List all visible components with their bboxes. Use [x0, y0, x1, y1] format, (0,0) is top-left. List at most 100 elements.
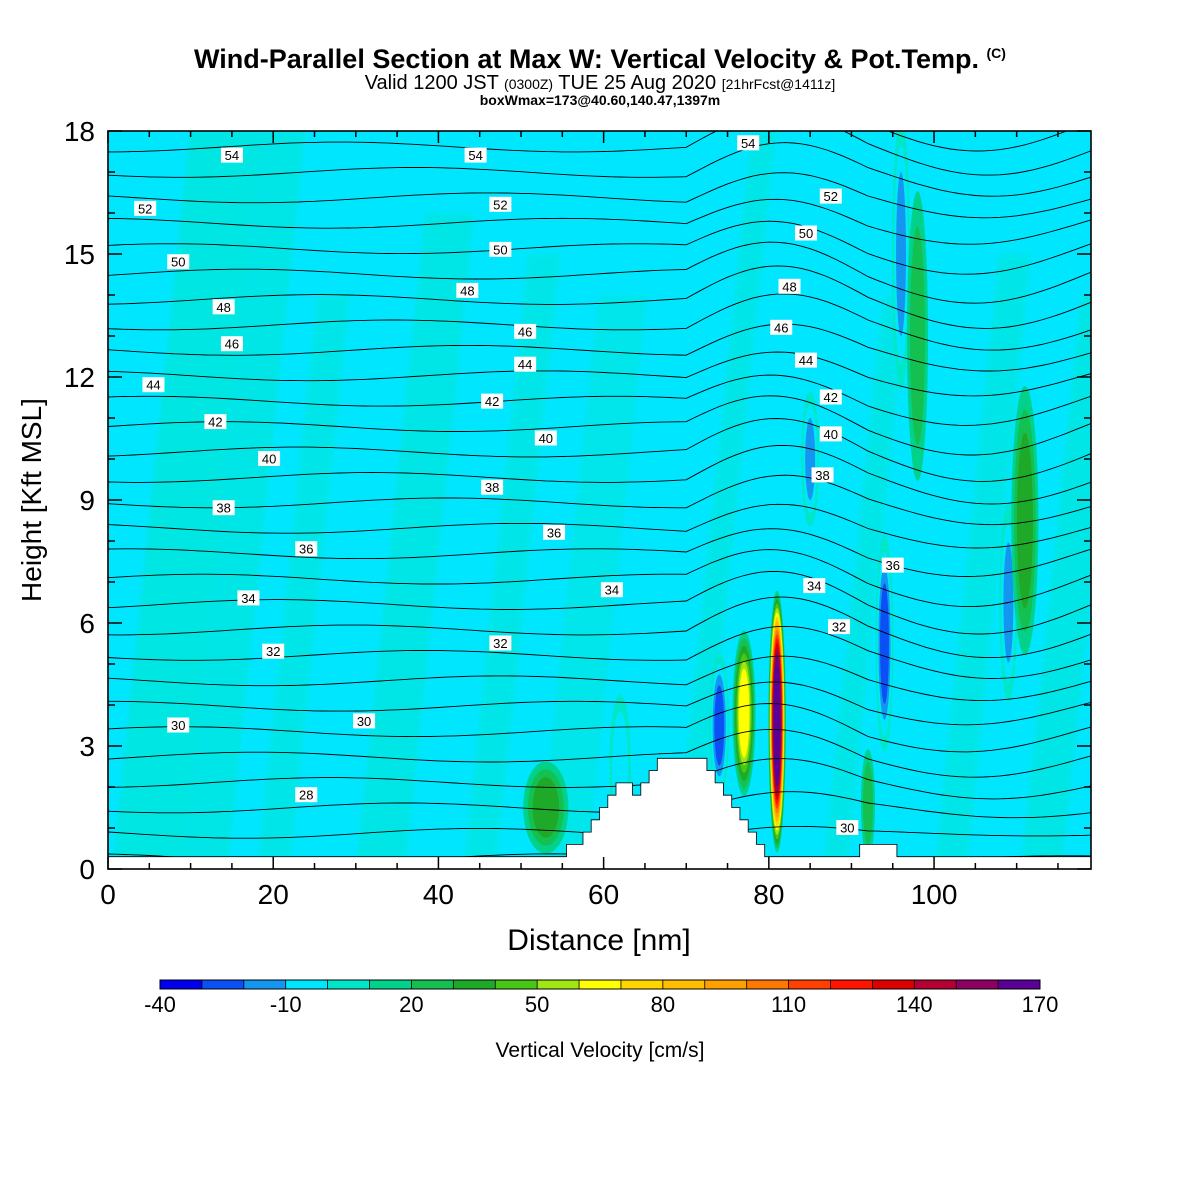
isentrope-label-17: 44	[795, 352, 818, 368]
isentrope-54	[108, 142, 1091, 197]
isentrope-label-bg-6	[167, 254, 190, 270]
isentrope-label-bg-34	[489, 635, 512, 651]
isentrope-label-text-26: 38	[815, 468, 829, 483]
velocity-feature-7-level-2	[1016, 432, 1033, 609]
isentrope-45	[108, 374, 1091, 426]
isentrope-label-3: 52	[134, 200, 157, 216]
isentrope-label-text-39: 28	[299, 788, 313, 803]
colorbar-tick-170: 170	[1022, 992, 1059, 1017]
isentrope-38	[108, 549, 1091, 608]
colorbar-swatch-6	[411, 980, 454, 989]
isentrope-label-35: 32	[828, 619, 851, 635]
colorbar-swatch-5	[369, 980, 412, 989]
isentrope-label-text-23: 40	[824, 427, 838, 442]
isentrope-label-text-9: 48	[216, 300, 230, 315]
isentrope-label-text-21: 40	[262, 452, 276, 467]
x-tick-label-100: 100	[911, 879, 958, 910]
colorbar-label: Vertical Velocity [cm/s]	[496, 1039, 705, 1062]
isentrope-label-31: 34	[600, 582, 623, 598]
y-tick-label-0: 0	[79, 854, 95, 885]
colorbar-tick-80: 80	[651, 992, 675, 1017]
isentrope-label-10: 48	[456, 282, 479, 298]
y-tick-label-18: 18	[64, 116, 95, 147]
isentrope-37	[108, 570, 1091, 635]
colorbar: -40 -10 20 50 80 110 140 170	[144, 979, 1059, 1017]
x-tick-label-0: 0	[100, 879, 116, 910]
isentrope-34	[108, 655, 1091, 702]
isentrope-label-12: 46	[220, 336, 243, 352]
colorbar-swatch-18	[914, 980, 957, 989]
isentrope-label-text-34: 32	[493, 636, 507, 651]
isentrope-label-34: 32	[489, 635, 512, 651]
isentrope-label-bg-29	[881, 557, 904, 573]
x-axis-label: Distance [nm]	[507, 924, 690, 957]
forecast-info: [21hrFcst@1411z]	[721, 76, 836, 92]
isentrope-36	[108, 596, 1091, 659]
valid-date: TUE 25 Aug 2020	[558, 72, 717, 94]
isentrope-label-4: 52	[489, 196, 512, 212]
isentrope-label-39: 28	[295, 787, 318, 803]
velocity-band-5	[537, 295, 648, 869]
x-tick-label-20: 20	[258, 879, 289, 910]
isentrope-label-36: 30	[167, 717, 190, 733]
colorbar-swatch-8	[495, 980, 538, 989]
colorbar-swatch-11	[620, 980, 664, 989]
isentrope-label-bg-16	[514, 356, 537, 372]
velocity-feature-2-level-3	[714, 685, 725, 766]
colorbar-swatch-0	[160, 980, 203, 989]
isentrope-label-9: 48	[212, 299, 235, 315]
velocity-feature-0-level-16	[773, 660, 781, 783]
isentrope-label-26: 38	[811, 467, 834, 483]
isentrope-label-29: 36	[881, 557, 904, 573]
isentrope-label-22: 40	[534, 430, 557, 446]
colorbar-tick--40: -40	[144, 992, 176, 1017]
isentrope-30	[108, 758, 1091, 800]
isentrope-label-bg-2	[737, 135, 760, 151]
isentrope-label-text-31: 34	[605, 583, 619, 598]
isentrope-label-bg-4	[489, 196, 512, 212]
isentrope-label-8: 50	[795, 225, 818, 241]
chart-subtitle: Valid 1200 JST (0300Z) TUE 25 Aug 2020 […	[0, 72, 1200, 95]
isentrope-label-text-15: 44	[146, 378, 160, 393]
isentrope-label-19: 42	[481, 393, 504, 409]
colorbar-swatch-17	[872, 980, 915, 989]
isentrope-label-0: 54	[220, 147, 243, 163]
velocity-features	[523, 131, 1039, 858]
isentrope-label-bg-8	[795, 225, 818, 241]
isentrope-label-text-7: 50	[493, 242, 507, 257]
isentrope-label-5: 52	[819, 188, 842, 204]
isentrope-label-bg-14	[770, 319, 793, 335]
isentrope-33	[108, 681, 1091, 726]
isentrope-label-7: 50	[489, 241, 512, 257]
isentrope-label-text-33: 32	[266, 644, 280, 659]
isentrope-label-bg-17	[795, 352, 818, 368]
isentrope-label-text-25: 38	[485, 480, 499, 495]
y-tick-label-3: 3	[79, 731, 95, 762]
isentrope-label-text-28: 36	[547, 525, 561, 540]
isentrope-32	[108, 703, 1091, 753]
isentrope-label-text-20: 42	[824, 390, 838, 405]
colorbar-swatch-12	[662, 980, 706, 989]
isentrope-50	[108, 241, 1091, 304]
colorbar-tick-50: 50	[525, 992, 549, 1017]
y-tick-label-15: 15	[64, 239, 95, 270]
colorbar-swatch-15	[788, 980, 831, 989]
velocity-band-3	[355, 213, 475, 869]
isentrope-label-text-3: 52	[138, 201, 152, 216]
colorbar-swatch-19	[956, 980, 999, 989]
isentrope-label-13: 46	[514, 323, 537, 339]
isentrope-label-11: 48	[778, 278, 801, 294]
velocity-band-2	[256, 295, 351, 869]
isentrope-label-text-14: 46	[774, 320, 788, 335]
isentrope-label-bg-9	[212, 299, 235, 315]
valid-zulu: (0300Z)	[504, 76, 554, 92]
isentrope-label-bg-31	[600, 582, 623, 598]
isentrope-label-14: 46	[770, 319, 793, 335]
isentrope-49	[108, 265, 1091, 329]
isentrope-label-16: 44	[514, 356, 537, 372]
isentrope-label-text-8: 50	[799, 226, 813, 241]
isentrope-label-bg-10	[456, 282, 479, 298]
isentrope-label-bg-28	[543, 524, 566, 540]
isentrope-label-text-37: 30	[357, 714, 371, 729]
